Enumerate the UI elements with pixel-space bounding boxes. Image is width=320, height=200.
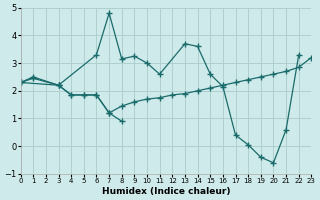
X-axis label: Humidex (Indice chaleur): Humidex (Indice chaleur) — [102, 187, 230, 196]
